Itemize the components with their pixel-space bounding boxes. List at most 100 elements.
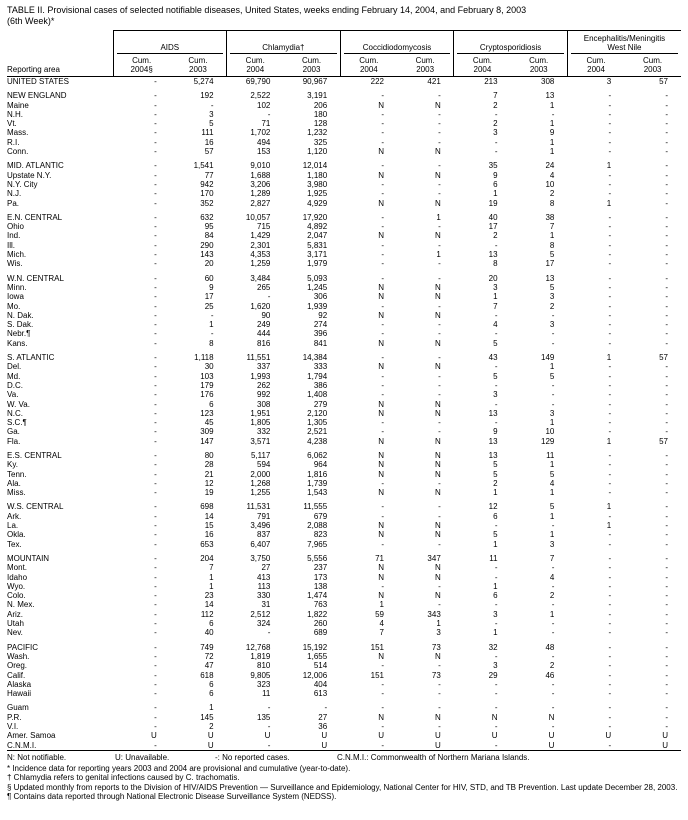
value-cell: - [381, 418, 384, 428]
value-cell: - [608, 600, 612, 610]
reporting-area-cell: Colo. [7, 591, 26, 601]
value-cell: 1 [549, 100, 555, 110]
value-cell: 14 [204, 600, 214, 610]
value-cell: - [381, 179, 384, 189]
value-cell: - [608, 740, 612, 750]
value-cell: 25 [204, 301, 214, 311]
value-cell: 3,750 [250, 553, 271, 563]
value-cell: 1 [209, 581, 214, 591]
value-cell: U [491, 731, 498, 741]
value-cell: 5 [549, 502, 555, 512]
value-cell: 123 [200, 408, 214, 418]
value-cell: - [608, 380, 612, 390]
value-cell: 11 [489, 553, 498, 563]
value-cell: - [608, 119, 612, 129]
value-cell: - [665, 292, 668, 302]
value-cell: - [154, 147, 157, 157]
value-cell: 1,739 [307, 478, 328, 488]
value-cell: 8 [549, 198, 555, 208]
value-cell: U [548, 731, 555, 741]
reporting-area-cell: D.C. [7, 380, 23, 390]
value-cell: N [378, 436, 384, 446]
value-cell: 1,255 [250, 488, 271, 498]
value-cell: 8 [493, 259, 498, 269]
value-cell: N [378, 408, 384, 418]
value-cell: - [665, 703, 668, 713]
value-cell: - [438, 581, 441, 591]
value-cell: - [438, 320, 441, 330]
table-row: Utah - 6 324 260 4 1 - - - - [7, 619, 681, 628]
value-cell: 3,571 [250, 436, 271, 446]
value-cell: - [438, 418, 441, 428]
value-cell: - [665, 619, 668, 629]
value-cell: - [551, 380, 555, 390]
value-cell: - [494, 240, 498, 250]
value-cell: - [665, 712, 668, 722]
value-cell: - [608, 427, 612, 437]
table-row: MID. ATLANTIC - 1,541 9,010 12,014 - - 35 24 1 - [7, 161, 681, 170]
value-cell: 333 [313, 362, 328, 372]
value-cell: 143 [200, 250, 214, 260]
value-cell: - [381, 478, 384, 488]
subheader-line: Cum. [529, 56, 549, 65]
reporting-area-cell: Minn. [7, 282, 27, 292]
value-cell: 17 [488, 222, 498, 232]
value-cell: 1 [549, 137, 555, 147]
value-cell: 206 [313, 100, 328, 110]
value-cell: - [154, 273, 157, 283]
value-cell: 5,556 [307, 553, 328, 563]
value-cell: - [608, 170, 612, 180]
value-cell: 1,688 [250, 170, 271, 180]
subheader-line: 2004 [587, 65, 605, 74]
col-group-cryptosporidiosis: Cryptosporidiosis [453, 30, 568, 54]
value-cell: - [154, 231, 157, 241]
value-cell: 1 [209, 320, 214, 330]
value-cell: 274 [313, 320, 328, 330]
value-cell: 5 [493, 371, 498, 381]
value-cell: 3 [493, 609, 498, 619]
table-row: N.C. - 123 1,951 2,120 N N 13 3 - - [7, 409, 681, 418]
value-cell: N [435, 572, 441, 582]
value-cell: - [608, 488, 612, 498]
value-cell: 1 [436, 250, 441, 260]
reporting-area-cell: C.N.M.I. [7, 740, 37, 750]
footnotes: * Incidence data for reporting years 200… [7, 764, 681, 802]
value-cell: 1 [549, 609, 555, 619]
value-cell: - [665, 189, 668, 199]
table-row: S.C.¶ - 45 1,805 1,305 - - - 1 - - [7, 418, 681, 427]
value-cell: - [154, 703, 157, 713]
reporting-area-cell: PACIFIC [7, 642, 38, 652]
value-cell: 2,512 [250, 609, 271, 619]
table-row: La. - 15 3,496 2,088 N N - - 1 - [7, 521, 681, 530]
value-cell: 4 [549, 170, 555, 180]
subheader-line: 2004 [359, 65, 378, 74]
value-cell: 1,805 [250, 418, 271, 428]
table-row: Wis. - 20 1,259 1,979 - - 8 17 - - [7, 259, 681, 268]
value-cell: - [665, 231, 668, 241]
col-group-aids: AIDS [112, 30, 227, 54]
value-cell: - [154, 259, 157, 269]
value-cell: 11,555 [303, 502, 328, 512]
value-cell: 324 [257, 619, 271, 629]
subheader-line: 2003 [643, 65, 662, 74]
value-cell: - [381, 427, 384, 437]
table-body: UNITED STATES -5,274 69,790 90,967 222 421 213… [7, 77, 681, 751]
value-cell: - [381, 371, 384, 381]
value-cell: N [378, 362, 384, 372]
value-cell: - [665, 689, 668, 699]
subheader-line: 2004 [246, 65, 265, 74]
value-cell: 618 [200, 670, 214, 680]
value-cell: - [154, 572, 157, 582]
value-cell: 1,819 [250, 651, 271, 661]
value-cell: 1 [606, 353, 612, 363]
value-cell: - [267, 109, 271, 119]
value-cell: 5 [493, 530, 498, 540]
value-cell: 13 [545, 91, 555, 101]
table-row: Minn. - 9 265 1,245 N N 3 5 - - [7, 283, 681, 292]
value-cell: U [662, 731, 668, 741]
value-cell: - [154, 222, 157, 232]
value-cell: 3 [209, 109, 214, 119]
value-cell: - [154, 250, 157, 260]
reporting-area-cell: Wyo. [7, 581, 26, 591]
value-cell: N [435, 310, 441, 320]
